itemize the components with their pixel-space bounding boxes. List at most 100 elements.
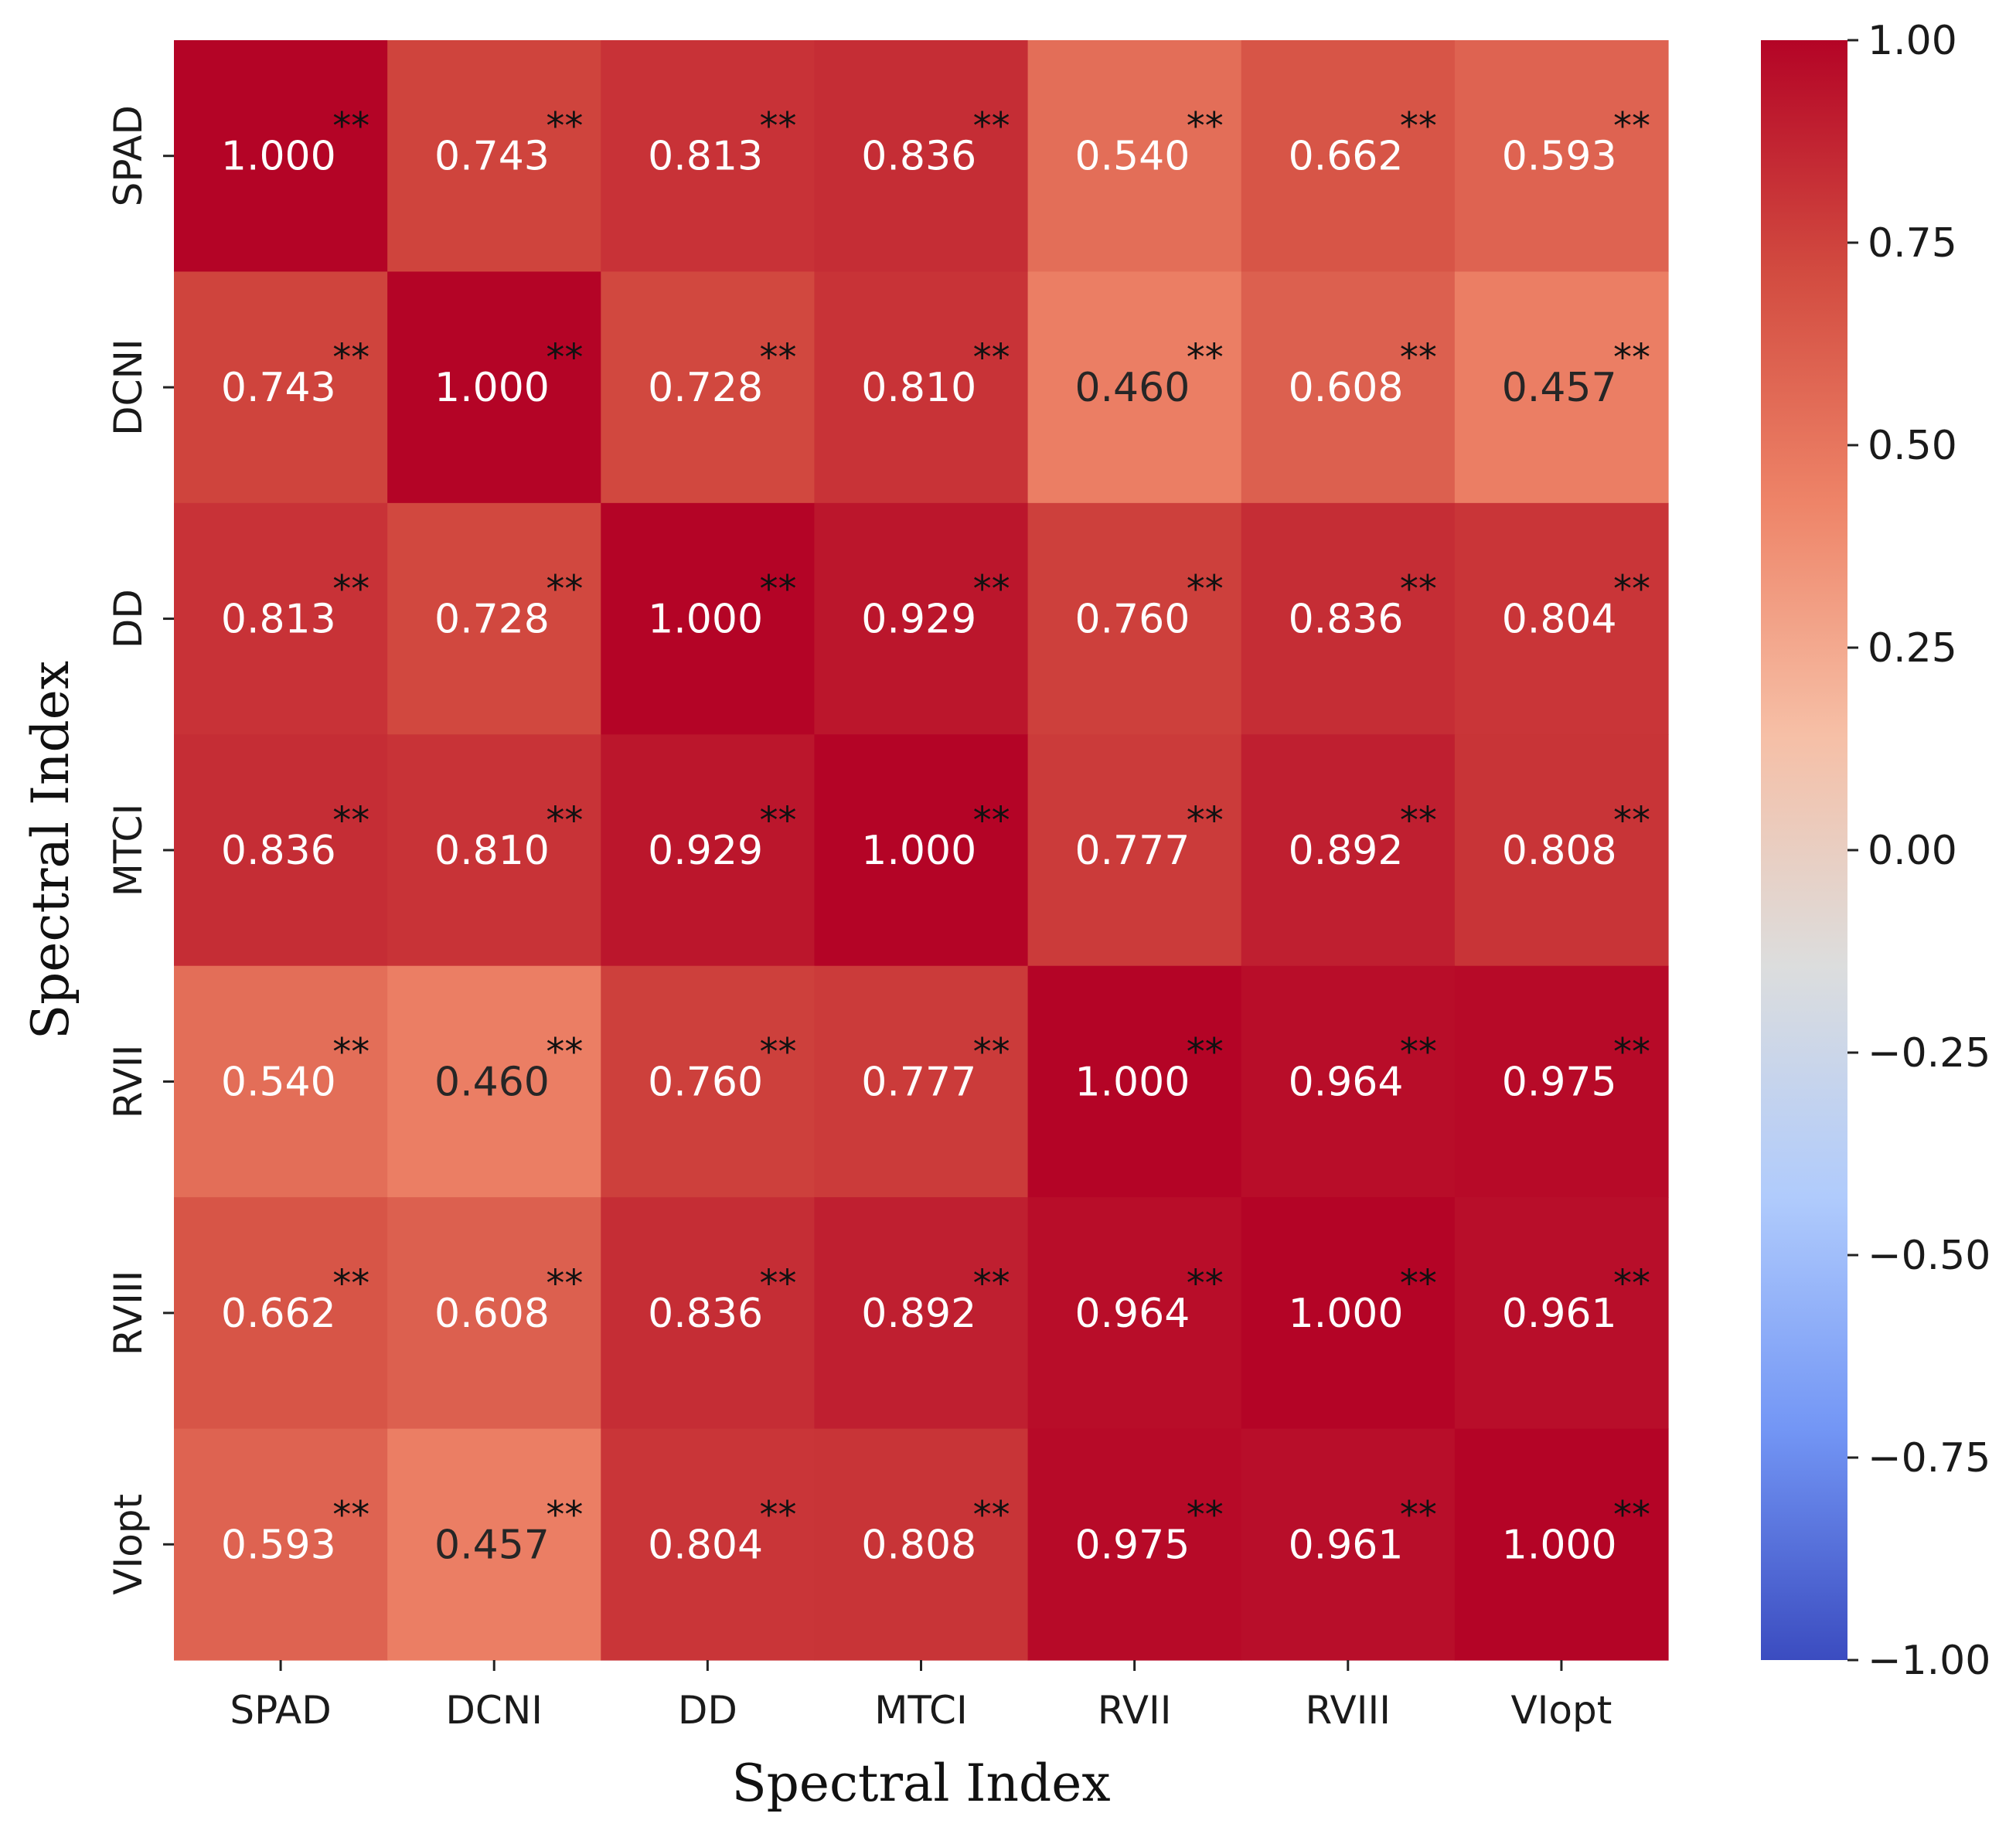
- heatmap-cell: [1241, 1197, 1456, 1430]
- y-tick-label: SPAD: [106, 105, 151, 206]
- x-axis-ticks: SPAD DCNI DD MTCI RVII RVIII VIopt: [230, 1660, 1612, 1733]
- cell-value-label: 0.593: [221, 1522, 336, 1568]
- significance-marker: **: [1400, 1030, 1437, 1073]
- heatmap-cell: [1027, 40, 1242, 273]
- heatmap-cell: [174, 734, 388, 967]
- heatmap-cell: [1454, 965, 1669, 1198]
- cell-value-label: 1.000: [861, 828, 976, 874]
- significance-marker: **: [759, 336, 796, 379]
- y-tick-label: VIopt: [106, 1494, 151, 1595]
- cell-value-label: 0.964: [1289, 1059, 1404, 1105]
- y-tick-label: MTCI: [106, 804, 151, 896]
- heatmap-cell: [387, 40, 601, 273]
- heatmap-cell: [601, 40, 816, 273]
- colorbar-tick-label: 0.25: [1868, 625, 1957, 672]
- x-tick-label: VIopt: [1510, 1688, 1612, 1733]
- cell-value-label: 0.961: [1502, 1291, 1617, 1337]
- significance-marker: **: [1613, 1030, 1650, 1073]
- heatmap-cell: [1241, 40, 1456, 273]
- significance-marker: **: [1613, 568, 1650, 611]
- significance-marker: **: [759, 1262, 796, 1305]
- heatmap-cells: [174, 40, 1669, 1661]
- heatmap-cell: [814, 502, 1029, 735]
- colorbar: 1.00 0.75 0.50 0.25 0.00 −0.25 −0.50 −0.75 −1.00: [1761, 18, 1990, 1684]
- cell-value-label: 0.777: [1074, 828, 1190, 874]
- cell-value-label: 0.540: [221, 1059, 336, 1105]
- y-tick-label: RVII: [106, 1045, 151, 1119]
- significance-marker: **: [332, 336, 369, 379]
- heatmap-cell: [174, 1428, 388, 1661]
- significance-marker: **: [1400, 1262, 1437, 1305]
- heatmap-cell: [174, 965, 388, 1198]
- heatmap-cell: [814, 734, 1029, 967]
- colorbar-tick-label: −0.25: [1868, 1030, 1990, 1077]
- cell-value-label: 1.000: [648, 597, 763, 643]
- cell-value-label: 0.728: [648, 365, 763, 411]
- heatmap-cell: [601, 502, 816, 735]
- heatmap-cell: [1454, 734, 1669, 967]
- heatmap-cell: [1454, 40, 1669, 273]
- cell-value-label: 0.804: [1502, 597, 1617, 643]
- heatmap-cell: [601, 1197, 816, 1430]
- significance-marker: **: [973, 1262, 1010, 1305]
- cell-value-label: 0.662: [1289, 134, 1404, 180]
- y-tick-label: DCNI: [106, 339, 151, 436]
- heatmap-cell: [174, 1197, 388, 1430]
- cell-value-label: 0.457: [434, 1522, 550, 1568]
- cell-value-label: 0.593: [1502, 134, 1617, 180]
- significance-marker: **: [759, 105, 796, 148]
- heatmap-cell: [387, 734, 601, 967]
- cell-value-label: 0.975: [1502, 1059, 1617, 1105]
- x-axis-label: Spectral Index: [731, 1754, 1110, 1813]
- heatmap-cell: [814, 1428, 1029, 1661]
- y-tick-label: RVIII: [106, 1271, 151, 1356]
- heatmap-cell: [814, 271, 1029, 504]
- colorbar-tick-label: −0.50: [1868, 1233, 1990, 1279]
- significance-marker: **: [1613, 105, 1650, 148]
- heatmap-cell: [1241, 1428, 1456, 1661]
- colorbar-tick-label: −1.00: [1868, 1638, 1990, 1684]
- significance-marker: **: [1400, 568, 1437, 611]
- significance-marker: **: [1400, 105, 1437, 148]
- heatmap-cell: [601, 1428, 816, 1661]
- significance-marker: **: [973, 568, 1010, 611]
- cell-value-label: 0.836: [1289, 597, 1404, 643]
- cell-value-label: 1.000: [1289, 1291, 1404, 1337]
- significance-marker: **: [1187, 799, 1224, 842]
- y-axis-ticks: SPAD DCNI DD MTCI RVII RVIII VIopt: [106, 105, 174, 1595]
- significance-marker: **: [759, 1493, 796, 1536]
- significance-marker: **: [973, 336, 1010, 379]
- cell-value-label: 0.460: [434, 1059, 550, 1105]
- heatmap-cell: [601, 271, 816, 504]
- significance-marker: **: [332, 105, 369, 148]
- cell-value-label: 0.662: [221, 1291, 336, 1337]
- cell-value-label: 0.929: [861, 597, 976, 643]
- significance-marker: **: [546, 105, 583, 148]
- cell-value-label: 0.608: [1289, 365, 1404, 411]
- cell-value-label: 0.964: [1074, 1291, 1190, 1337]
- heatmap-cell: [1027, 1197, 1242, 1430]
- cell-value-label: 0.743: [434, 134, 550, 180]
- x-tick-label: SPAD: [230, 1688, 331, 1733]
- cell-value-label: 0.760: [1074, 597, 1190, 643]
- x-tick-label: DD: [678, 1688, 737, 1733]
- colorbar-tick-label: 1.00: [1868, 18, 1957, 64]
- cell-value-label: 0.457: [1502, 365, 1617, 411]
- heatmap-cell: [1027, 502, 1242, 735]
- cell-value-label: 0.892: [861, 1291, 976, 1337]
- heatmap-cell: [387, 1197, 601, 1430]
- significance-marker: **: [1187, 568, 1224, 611]
- heatmap-cell: [387, 965, 601, 1198]
- significance-marker: **: [759, 799, 796, 842]
- heatmap-cell: [174, 271, 388, 504]
- heatmap-cell: [387, 1428, 601, 1661]
- significance-marker: **: [1400, 799, 1437, 842]
- significance-marker: **: [332, 568, 369, 611]
- significance-marker: **: [759, 568, 796, 611]
- cell-value-label: 0.808: [861, 1522, 976, 1568]
- heatmap-cell-labels: 1.000**0.743**0.813**0.836**0.540**0.662…: [221, 105, 1650, 1569]
- heatmap-cell: [601, 734, 816, 967]
- significance-marker: **: [1187, 1262, 1224, 1305]
- significance-marker: **: [1187, 105, 1224, 148]
